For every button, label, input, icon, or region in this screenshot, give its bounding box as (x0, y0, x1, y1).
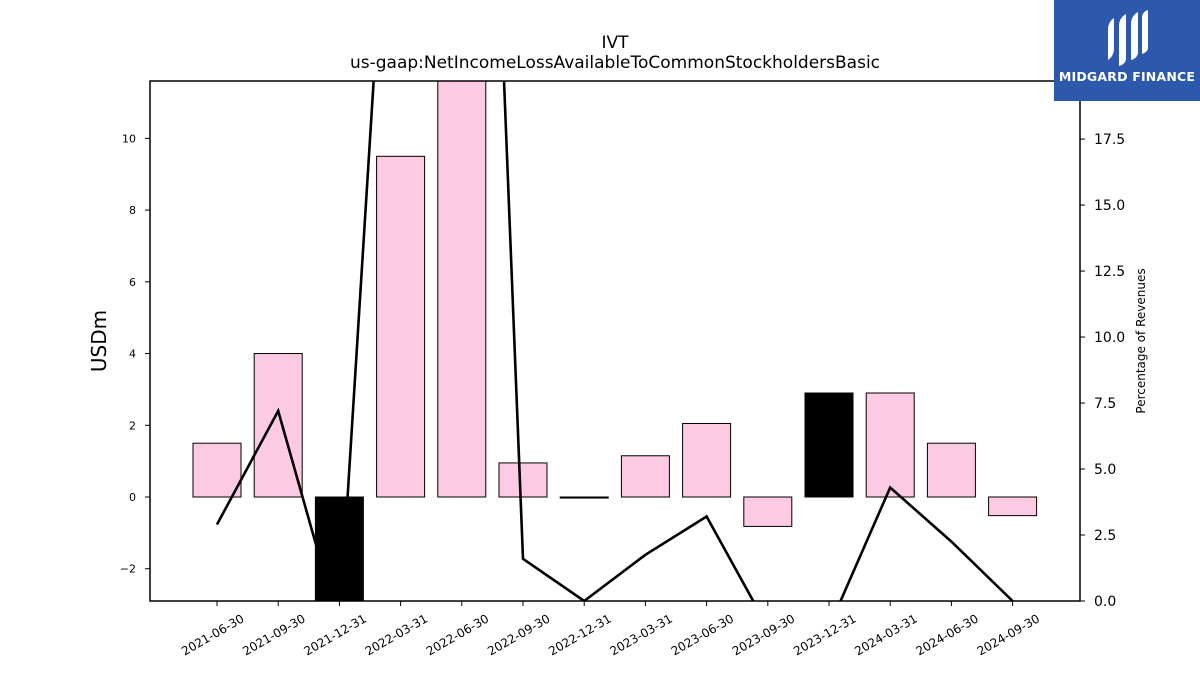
y2-tick-label: 12.5 (1094, 264, 1125, 280)
x-tick-label: 2022-09-30 (485, 611, 552, 658)
chart-title: IVT (601, 33, 629, 53)
x-tick-label: 2024-03-31 (852, 611, 919, 658)
bar-2022-06-30 (437, 81, 487, 498)
x-tick-label: 2024-09-30 (975, 611, 1042, 658)
y-tick-label: −2 (120, 563, 136, 576)
x-tick-label: 2024-06-30 (913, 611, 980, 658)
bar-series (192, 81, 1038, 601)
bar-2023-06-30 (682, 422, 732, 498)
x-tick-label: 2022-06-30 (424, 611, 491, 658)
bar-2022-12-31 (559, 496, 609, 499)
y-tick-label: 10 (122, 132, 136, 145)
chart-subtitle: us-gaap:NetIncomeLossAvailableToCommonSt… (350, 53, 880, 73)
bar-2022-09-30 (498, 462, 548, 498)
y2-tick-label: 0.0 (1094, 594, 1116, 610)
y-tick-label: 6 (129, 276, 136, 289)
x-tick-label: 2022-12-31 (546, 611, 613, 658)
bar-2022-03-31 (376, 155, 426, 498)
y2-tick-label: 10.0 (1094, 330, 1125, 346)
bar-2024-03-31 (865, 392, 915, 498)
bar-2023-12-31 (804, 392, 854, 498)
y2-tick-label: 7.5 (1094, 396, 1116, 412)
y2-tick-label: 15.0 (1094, 198, 1125, 214)
bar-2024-09-30 (988, 496, 1038, 517)
y2-axis-label: Percentage of Revenues (1134, 268, 1148, 413)
y-tick-label: 2 (129, 419, 136, 432)
x-tick-label: 2021-12-31 (301, 611, 368, 658)
plot-frame (149, 80, 1081, 602)
bar-2024-06-30 (926, 442, 976, 498)
x-tick-label: 2021-09-30 (240, 611, 307, 658)
x-tick-label: 2023-12-31 (791, 611, 858, 658)
bar-2023-03-31 (620, 455, 670, 498)
y-tick-label: 8 (129, 204, 136, 217)
logo-text: MIDGARD FINANCE (1058, 69, 1196, 84)
y-tick-label: 4 (129, 348, 136, 361)
bar-2023-09-30 (743, 496, 793, 527)
y2-tick-label: 17.5 (1094, 132, 1125, 148)
x-tick-label: 2021-06-30 (179, 611, 246, 658)
y2-tick-label: 2.5 (1094, 528, 1116, 544)
y2-tick-label: 5.0 (1094, 462, 1116, 478)
y-axis-label: USDm (87, 310, 111, 372)
bar-2021-06-30 (192, 442, 242, 498)
x-tick-label: 2023-06-30 (669, 611, 736, 658)
x-tick-label: 2023-09-30 (730, 611, 797, 658)
bar-2021-09-30 (253, 353, 303, 498)
percentage-line (215, 81, 1014, 601)
x-tick-label: 2023-03-31 (607, 611, 674, 658)
y-tick-label: 0 (129, 491, 136, 504)
bar-2021-12-31 (314, 496, 364, 601)
x-tick-label: 2022-03-31 (363, 611, 430, 658)
logo-mark-icon (1108, 10, 1148, 66)
brand-logo: MIDGARD FINANCE (1054, 0, 1200, 101)
line-series (215, 81, 1014, 601)
